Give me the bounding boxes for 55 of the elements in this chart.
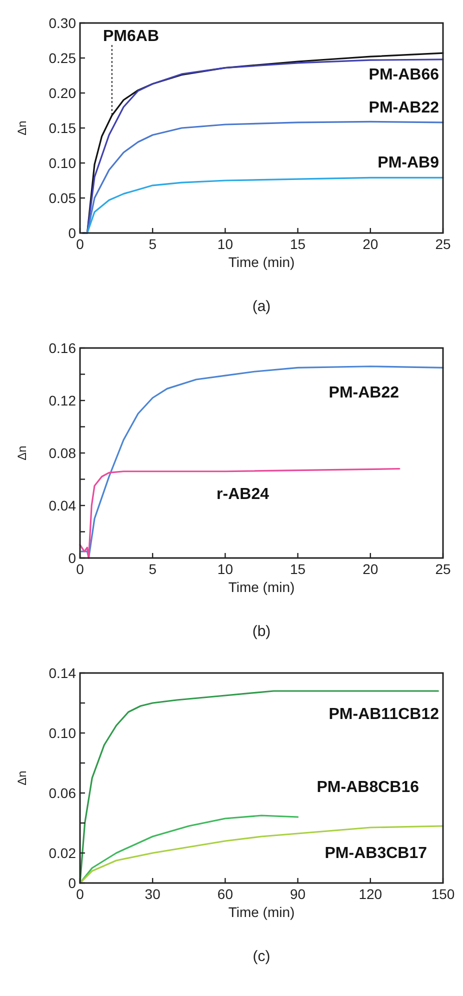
x-tick-label: 150 [431,886,455,902]
x-tick-label: 10 [217,561,234,577]
y-tick-label: 0.12 [48,392,76,408]
series-label: r-AB24 [216,486,270,503]
x-tick-label: 30 [144,886,161,902]
text: (a) [252,298,271,315]
x-tick-label: 90 [290,886,306,902]
series-label: PM-AB11CB12 [328,706,440,723]
y-tick-label: 0.14 [48,665,76,681]
x-axis-title: Time (min) [228,904,295,920]
y-tick-label: 0.30 [48,15,76,31]
line-series [79,468,400,559]
line-series [79,690,439,884]
y-tick-label: 0 [68,550,76,566]
series-label: PM-AB22 [368,99,440,116]
x-tick-label: 20 [362,561,378,577]
y-tick-label: 0.10 [48,155,76,171]
line-series [82,176,444,234]
x-tick-label: 20 [362,236,378,252]
x-tick-label: 15 [290,236,306,252]
y-tick-label: 0.06 [48,785,76,801]
y-tick-label: 0.02 [48,845,76,861]
y-tick-label: 0.25 [48,50,76,66]
x-tick-label: 10 [217,236,234,252]
y-axis-title: Δn [15,446,29,460]
x-tick-label: 25 [435,561,451,577]
x-tick-label: 60 [217,886,234,902]
text: (b) [252,623,271,640]
y-tick-label: 0.16 [48,340,76,356]
y-tick-label: 0.08 [48,445,76,461]
text: PM6AB [103,28,160,45]
line-series [79,825,444,884]
series-label: PM-AB8CB16 [316,779,420,796]
x-axis-title: Time (min) [228,579,295,595]
x-tick-label: 5 [148,236,157,252]
series-label: PM-AB3CB17 [324,845,428,862]
y-tick-label: 0.20 [48,85,76,101]
x-tick-label: 120 [358,886,382,902]
series-label: PM-AB22 [328,384,400,402]
x-tick-label: 25 [435,236,451,252]
text: (c) [252,948,270,965]
x-tick-label: 15 [290,561,306,577]
series-label: PM-AB66 [368,66,440,84]
y-tick-label: 0.15 [48,120,76,136]
y-tick-label: 0 [68,875,76,891]
series-label: PM-AB9 [378,154,440,172]
y-axis-title: Δn [15,120,29,136]
x-axis-title: Time (min) [228,254,295,270]
y-tick-label: 0.04 [48,498,76,514]
y-tick-label: 0.05 [48,190,76,206]
y-tick-label: 0 [68,225,76,241]
x-tick-label: 5 [148,561,157,577]
y-axis-title: Δn [15,770,29,786]
y-tick-label: 0.10 [48,725,76,741]
line-series [80,366,444,559]
